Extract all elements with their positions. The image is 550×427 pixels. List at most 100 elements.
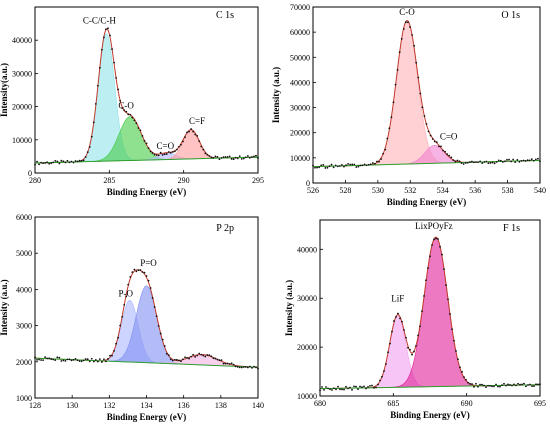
data-point [52,358,55,361]
peak-label: C=O [157,141,175,151]
data-point [421,106,424,109]
data-point [411,353,413,356]
data-point [186,356,188,359]
peak-label: C-O [118,101,134,111]
data-point [192,130,195,133]
data-point [101,361,103,363]
data-point [200,145,203,148]
data-point [246,155,249,157]
data-point [367,163,370,166]
data-point [509,383,511,386]
data-point [398,51,401,53]
x-tick-label: 128 [29,401,41,410]
x-tick-label: 540 [534,186,546,195]
data-point [525,385,527,388]
data-point [74,160,77,162]
data-point [184,136,186,139]
data-point [180,360,182,363]
data-point [487,162,490,165]
data-point [236,366,239,368]
peak-component [319,236,541,389]
x-tick-label: 685 [387,399,399,408]
data-point [190,355,193,358]
data-point [518,160,521,163]
data-point [343,165,345,168]
data-point [330,163,333,166]
data-point [123,303,126,306]
data-point [74,358,77,360]
data-point [238,366,241,369]
data-point [194,355,197,358]
data-point [456,159,459,162]
data-point [157,325,160,327]
data-point [129,275,132,278]
data-point [483,161,486,163]
data-point [393,320,395,322]
data-point [208,155,211,157]
data-point [535,383,537,386]
panel-title: F 1s [503,223,520,234]
data-point [463,376,465,379]
data-point [459,366,461,369]
data-point [101,48,103,51]
data-point [78,360,81,362]
x-axis-label: Binding Energy (eV) [390,410,470,420]
data-point [131,116,134,119]
data-point [180,143,182,146]
data-point [80,360,83,363]
data-point [218,158,221,161]
x-tick-label: 140 [252,401,264,410]
y-tick-label: 2000 [16,358,32,367]
data-point [489,161,492,164]
data-point [361,386,363,389]
data-point [208,354,211,357]
data-point [167,151,170,153]
data-point [127,283,130,286]
data-point [105,28,107,31]
data-point [72,161,75,164]
data-point [433,238,435,241]
data-point [36,160,38,163]
data-point [165,352,168,355]
data-point [377,383,379,386]
data-point [149,150,152,153]
data-point [111,48,113,50]
data-point [479,160,482,163]
y-tick-label: 50000 [290,53,310,62]
data-point [206,153,209,156]
peak-label: P=O [140,258,157,268]
y-tick-label: 60000 [290,28,310,37]
data-point [445,284,447,287]
y-axis-label: Intensity (a.u.) [284,280,294,336]
data-point [248,365,251,368]
y-tick-label: 5000 [16,249,32,258]
data-point [403,329,405,331]
data-point [332,166,335,169]
data-point [155,154,158,157]
data-point [401,320,403,323]
peak-label: LiF [391,293,404,303]
data-point [72,359,75,361]
data-point [323,388,325,391]
data-point [355,385,357,388]
data-point [455,350,457,352]
data-point [119,324,122,327]
data-point [236,157,239,160]
data-point [62,160,65,163]
data-point [516,159,519,161]
data-point [519,383,521,386]
data-point [171,151,174,153]
data-point [251,156,253,158]
data-point [466,161,469,164]
data-point [176,148,178,151]
data-point [531,385,533,387]
data-point [385,363,387,365]
x-tick-label: 130 [66,401,78,410]
data-point [458,160,461,163]
x-tick-label: 690 [461,399,473,408]
data-point [228,155,231,158]
y-axis-label: Intensity (a.u.) [0,279,9,335]
data-point [64,360,67,362]
data-point [349,163,352,166]
y-tick-label: 30000 [297,294,317,303]
